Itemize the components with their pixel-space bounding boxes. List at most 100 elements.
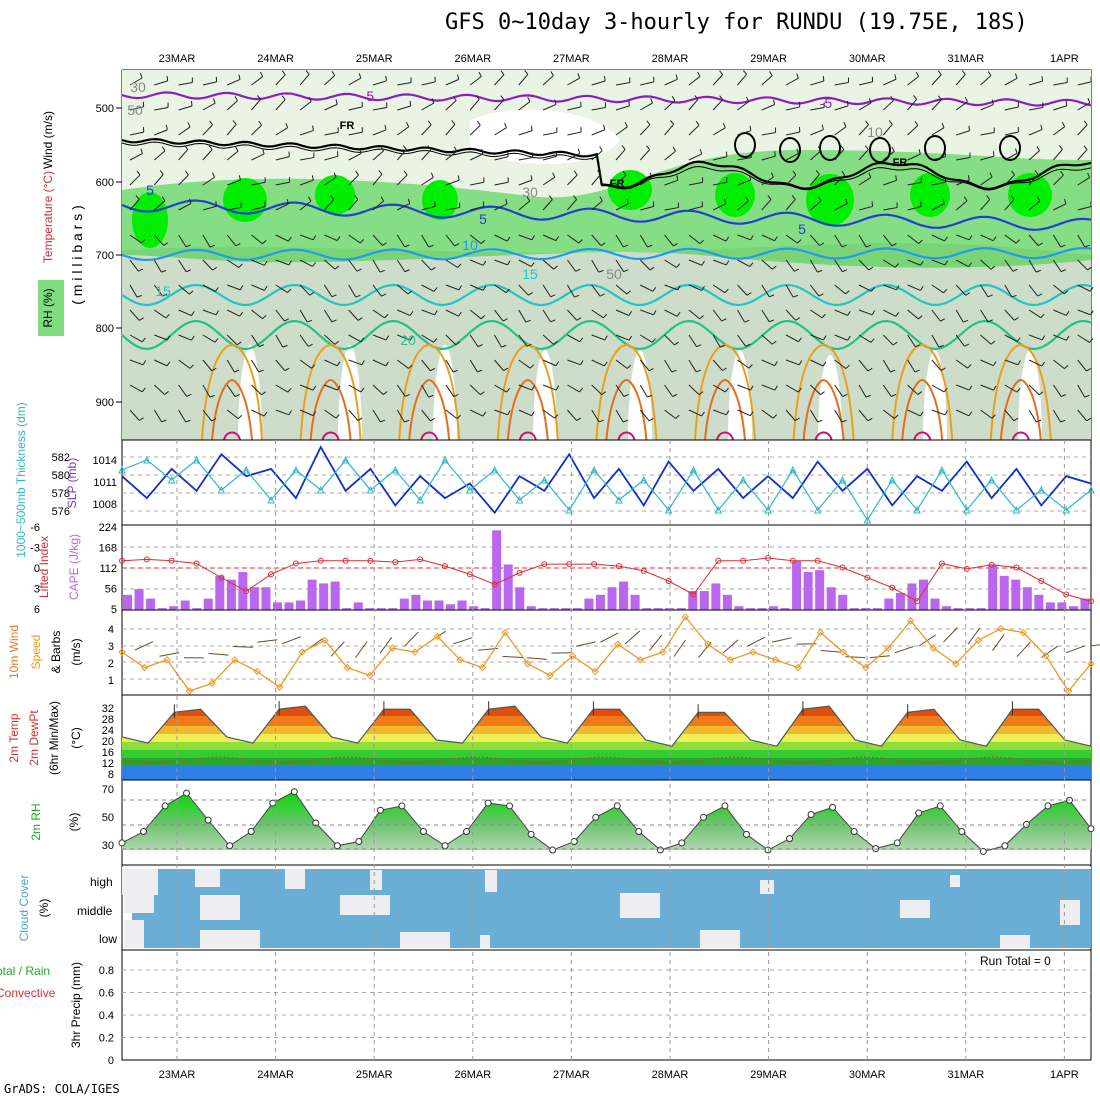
upper-barb-flag (626, 290, 631, 295)
contour-label: 15 (155, 283, 171, 299)
upper-barb (567, 174, 578, 186)
bottom-date-label: 31MAR (947, 1069, 984, 1081)
upper-barb (858, 259, 870, 271)
cape-bar (895, 592, 905, 610)
li-marker (938, 560, 945, 567)
upper-barb (445, 334, 457, 346)
upper-barb (955, 284, 967, 296)
upper-barb (931, 284, 944, 294)
upper-barb-flag (312, 411, 317, 416)
li-tick: -6 (30, 522, 40, 534)
upper-barb (858, 205, 873, 211)
upper-barb-flag (774, 236, 778, 241)
upper-barb-flag (745, 343, 751, 347)
upper-barb-flag (845, 290, 850, 295)
upper-barb (372, 129, 387, 136)
wind10-marker (276, 683, 284, 691)
upper-barb (324, 334, 336, 345)
upper-barb-flag (527, 96, 531, 102)
upper-barb-flag (334, 265, 340, 270)
top-date-label: 31MAR (947, 53, 984, 65)
upper-barb-flag (817, 146, 822, 151)
upper-barb (153, 259, 162, 273)
upper-barb (785, 259, 795, 272)
upper-barb (1077, 284, 1091, 292)
upper-barb (688, 206, 703, 211)
upper-barb-flag (335, 99, 338, 105)
dry-spot (1018, 350, 1042, 440)
upper-barb (980, 104, 994, 111)
upper-barb-flag (1086, 417, 1092, 422)
thickness-marker (316, 485, 325, 494)
upper-barb-flag (699, 315, 704, 320)
upper-barb (226, 409, 239, 420)
grads-credit: GrADS: COLA/IGES (4, 1082, 120, 1096)
upper-barb-flag (967, 175, 970, 181)
upper-barb (1004, 384, 1018, 393)
upper-barb-flag (281, 70, 286, 75)
upper-barb (348, 199, 359, 211)
thickness-line (121, 458, 1092, 522)
upper-barb-flag (920, 260, 924, 266)
upper-barb-flag (239, 311, 244, 317)
upper-barb-flag (745, 96, 750, 102)
cape-bar (1022, 587, 1032, 610)
upper-barb (397, 334, 411, 341)
upper-barb (469, 76, 482, 86)
upper-barb-flag (264, 285, 268, 291)
thickness-marker (689, 465, 698, 474)
upper-barb-flag (600, 242, 606, 246)
upper-barb-flag (214, 338, 219, 343)
upper-barb (664, 384, 673, 397)
upper-barb (591, 359, 605, 367)
upper-barb (251, 206, 266, 211)
dry-spot (338, 345, 362, 440)
upper-barb-flag (622, 170, 627, 176)
upper-barb (153, 384, 165, 395)
cape-bar (1057, 602, 1067, 610)
wind10-grid (122, 628, 1091, 680)
upper-barb (615, 409, 624, 423)
rh-marker (936, 802, 944, 810)
upper-barb (1028, 234, 1039, 246)
rh-marker (721, 802, 729, 810)
upper-barb-flag (500, 95, 505, 100)
upper-barb (324, 131, 339, 136)
upper-barb-flag (356, 268, 362, 272)
upper-barb-flag (576, 317, 582, 321)
bottom-date-label: 1APR (1050, 1069, 1079, 1081)
upper-barb (494, 156, 509, 161)
wind10-marker (456, 656, 464, 664)
upper-barb-flag (1036, 146, 1040, 151)
cape-bar (353, 602, 363, 610)
upper-barb (202, 284, 216, 292)
thickness-marker (962, 505, 971, 514)
upper-barb-flag (821, 124, 824, 130)
upper-barb-flag (257, 95, 261, 100)
upper-barb-flag (888, 120, 893, 125)
cape-bar (942, 606, 952, 610)
wind10-marker (118, 648, 126, 656)
thickness-marker (714, 505, 723, 514)
upper-barb (761, 176, 774, 186)
wind10-barb (722, 639, 739, 654)
contour-label: FR (610, 178, 625, 190)
thickness-marker (441, 455, 449, 464)
upper-barb-flag (918, 239, 923, 244)
upper-barb (251, 409, 265, 417)
upper-barb (251, 309, 263, 320)
upper-barb-flag (380, 146, 385, 152)
upper-barb-flag (647, 394, 653, 398)
upper-barb-flag (817, 269, 823, 273)
upper-barb (712, 99, 724, 111)
upper-barb (178, 174, 189, 186)
upper-barb-flag (482, 260, 487, 266)
upper-barb-flag (674, 341, 679, 346)
warm-contour (694, 343, 756, 441)
upper-barb-flag (308, 96, 312, 102)
li-marker (988, 561, 995, 568)
upper-barb-flag (1014, 317, 1019, 321)
upper-barb-flag (696, 344, 702, 348)
upper-barb-flag (1017, 360, 1021, 366)
